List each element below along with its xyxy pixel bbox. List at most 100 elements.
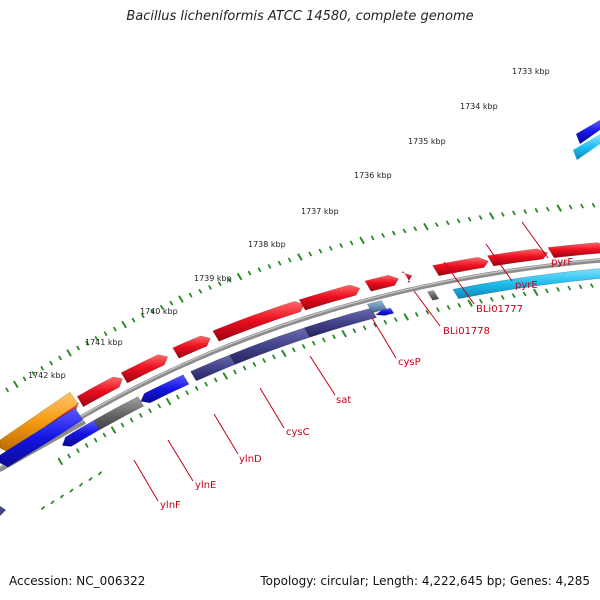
ruler-tick bbox=[49, 360, 53, 366]
ruler-tick bbox=[252, 362, 257, 367]
forward-cds bbox=[120, 354, 169, 384]
ruler-tick bbox=[318, 248, 323, 254]
reverse-cds bbox=[375, 307, 395, 316]
orange-feature bbox=[0, 391, 79, 453]
ruler-tick bbox=[121, 320, 127, 329]
reverse-cds bbox=[576, 120, 600, 144]
ruler-tick bbox=[512, 210, 516, 216]
ruler-tick bbox=[341, 330, 347, 338]
ruler-tick bbox=[297, 253, 303, 261]
forward-cds bbox=[76, 376, 123, 408]
ruler-tick bbox=[57, 457, 63, 466]
forward-cds bbox=[212, 301, 305, 342]
ruler-tick bbox=[302, 344, 306, 349]
ruler-tick bbox=[329, 246, 333, 251]
forward-cds bbox=[172, 335, 211, 359]
ruler-label: 1734 kbp bbox=[460, 102, 498, 111]
gene-leader-line bbox=[213, 413, 239, 455]
ruler-tick bbox=[141, 313, 145, 319]
cyan-feature bbox=[452, 268, 600, 300]
ruler-tick bbox=[204, 381, 208, 387]
gene-label-cysc: cysC bbox=[286, 427, 310, 438]
ruler-tick bbox=[67, 453, 71, 459]
ruler-ticks: 1733 kbp 1734 kbp 1735 kbp 1736 kbp 1737 kbp… bbox=[0, 67, 596, 511]
ruler-tick bbox=[222, 372, 228, 380]
ruler-tick bbox=[213, 377, 218, 383]
genome-stats-text: Topology: circular; Length: 4,222,645 bp… bbox=[260, 574, 590, 588]
ruler-tick bbox=[272, 354, 276, 360]
ruler-tick bbox=[5, 387, 9, 393]
ruler-tick bbox=[40, 365, 44, 371]
accession-text: Accession: NC_006322 bbox=[9, 574, 146, 588]
ruler-tick bbox=[413, 226, 417, 232]
ruler-tick bbox=[22, 376, 27, 382]
ruler-tick bbox=[332, 334, 336, 340]
gene-leader-line bbox=[167, 439, 194, 482]
ruler-tick bbox=[78, 482, 84, 487]
ruler-tick bbox=[157, 403, 161, 409]
ruler-tick bbox=[103, 331, 108, 336]
ruler-tick bbox=[150, 309, 155, 314]
ruler-tick bbox=[456, 218, 461, 224]
ruler-tick bbox=[13, 380, 19, 388]
ruler-tick bbox=[194, 386, 199, 391]
ruler-tick bbox=[97, 471, 103, 476]
forward-cds bbox=[547, 242, 600, 259]
ruler-tick bbox=[139, 413, 143, 418]
ruler-tick bbox=[292, 347, 296, 353]
ruler-label: 1735 kbp bbox=[408, 137, 446, 146]
gene-leader-line bbox=[309, 355, 336, 396]
ruler-tick bbox=[436, 307, 440, 312]
ruler-tick bbox=[457, 303, 462, 308]
ruler-tick bbox=[489, 212, 495, 220]
ruler-tick bbox=[362, 325, 367, 331]
ruler-tick bbox=[373, 322, 377, 328]
gene-label-ylne: ylnE bbox=[195, 480, 216, 491]
ruler-tick bbox=[40, 505, 46, 511]
ruler-label: 1741 kbp bbox=[85, 338, 123, 347]
ruler-tick bbox=[50, 500, 55, 505]
forward-cds bbox=[364, 274, 399, 292]
ruler-tick bbox=[208, 285, 212, 290]
ruler-tick bbox=[59, 494, 65, 499]
ruler-tick bbox=[446, 305, 451, 310]
rna-feature bbox=[229, 327, 311, 365]
ruler-tick bbox=[415, 312, 419, 317]
ruler-tick bbox=[546, 206, 550, 212]
ruler-tick bbox=[31, 371, 36, 376]
gene-label-bli01777: BLi01777 bbox=[476, 304, 523, 315]
ruler-tick bbox=[129, 417, 134, 423]
forward-cds bbox=[487, 248, 549, 267]
ruler-tick bbox=[478, 215, 483, 220]
ruler-tick bbox=[169, 300, 174, 306]
ruler-tick bbox=[66, 349, 72, 357]
ruler-tick bbox=[76, 448, 80, 453]
cyan-feature bbox=[573, 134, 600, 160]
ruler-tick bbox=[131, 317, 136, 323]
ruler-tick bbox=[568, 204, 573, 210]
ruler-tick bbox=[236, 272, 243, 281]
ruler-tick bbox=[277, 260, 282, 266]
reverse-cds bbox=[0, 407, 84, 468]
ruler-tick bbox=[148, 408, 152, 413]
ruler-tick bbox=[160, 304, 164, 310]
ruler-tick bbox=[423, 223, 429, 231]
ruler-tick bbox=[402, 228, 407, 234]
ruler-tick bbox=[567, 285, 571, 291]
ruler-tick bbox=[522, 291, 527, 297]
ruler-tick bbox=[84, 443, 89, 448]
ruler-tick bbox=[501, 212, 505, 217]
rna-feature bbox=[303, 307, 377, 338]
ruler-tick bbox=[445, 220, 450, 226]
ruler-tick bbox=[233, 369, 237, 375]
ruler-tick bbox=[381, 233, 385, 238]
other-feature bbox=[426, 290, 440, 301]
gene-labels: pyrF pyrE BLi01777 BLi01778 cysP sat cysC ylnD y… bbox=[133, 221, 573, 511]
ruler-tick bbox=[425, 309, 430, 315]
ruler-tick bbox=[267, 264, 272, 269]
ruler-tick bbox=[533, 288, 539, 296]
ruler-tick bbox=[288, 257, 292, 263]
gene-label-ylnf: ylnF bbox=[160, 500, 181, 511]
ruler-label: 1736 kbp bbox=[354, 171, 392, 180]
